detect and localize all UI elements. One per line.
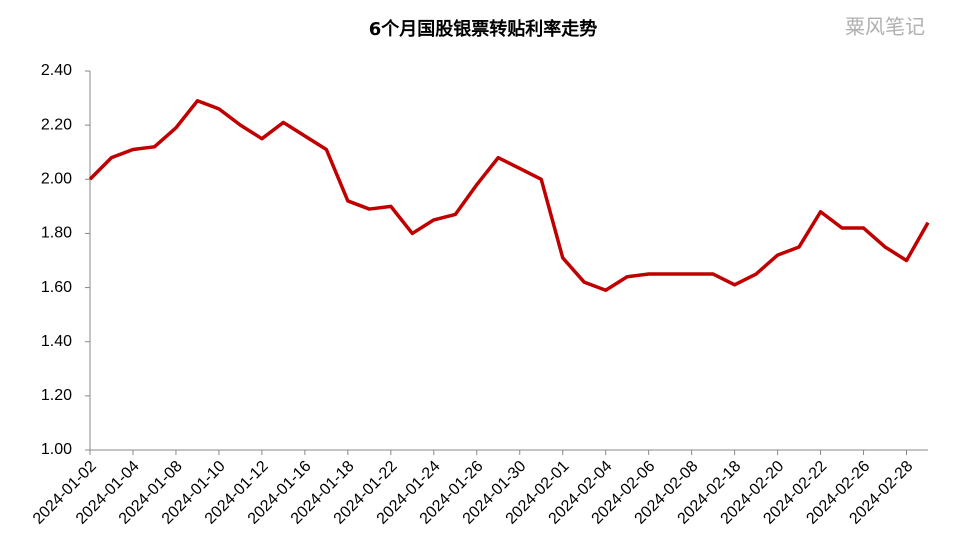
y-tick-label: 1.00: [41, 441, 72, 458]
y-tick-label: 1.60: [41, 279, 72, 296]
y-tick-label: 2.20: [41, 116, 72, 133]
y-tick-label: 2.00: [41, 171, 72, 188]
line-series: [88, 99, 930, 293]
y-tick-label: 1.20: [41, 387, 72, 404]
y-tick-label: 1.40: [41, 333, 72, 350]
watermark: 粟风笔记: [845, 15, 925, 39]
y-tick-label: 2.40: [41, 62, 72, 79]
y-tick-label: 1.80: [41, 225, 72, 242]
chart-title: 6个月国股银票转贴利率走势: [369, 18, 598, 40]
